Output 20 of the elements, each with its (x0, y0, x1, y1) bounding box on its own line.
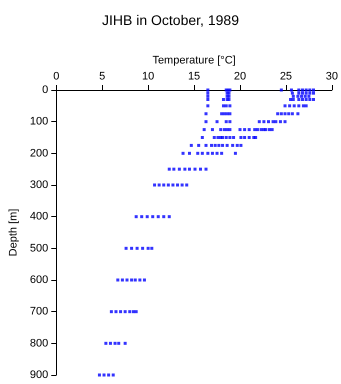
y-tick-label: 800 (30, 337, 48, 350)
x-tick-label: 15 (188, 70, 200, 82)
chart-title: JIHB in October, 1989 (102, 12, 240, 28)
y-tick-label: 300 (30, 179, 48, 191)
y-tick-label: 200 (30, 147, 48, 160)
y-tick-label: 400 (30, 210, 48, 223)
y-tick-label: 900 (30, 369, 48, 381)
x-tick-label: 5 (99, 70, 106, 82)
x-tick-label: 20 (234, 70, 246, 82)
x-tick-label: 0 (53, 70, 60, 82)
y-axis-title: Depth [m] (8, 208, 20, 256)
y-tick-label: 500 (30, 242, 48, 254)
x-tick-label: 30 (326, 70, 338, 82)
y-tick-label: 0 (42, 84, 48, 96)
x-axis-title: Temperature [°C] (152, 54, 236, 67)
y-tick-label: 100 (30, 116, 48, 128)
y-tick-label: 700 (30, 306, 48, 318)
x-tick-label: 25 (280, 70, 292, 82)
x-tick-label: 10 (142, 70, 154, 82)
y-tick-label: 600 (30, 274, 48, 286)
